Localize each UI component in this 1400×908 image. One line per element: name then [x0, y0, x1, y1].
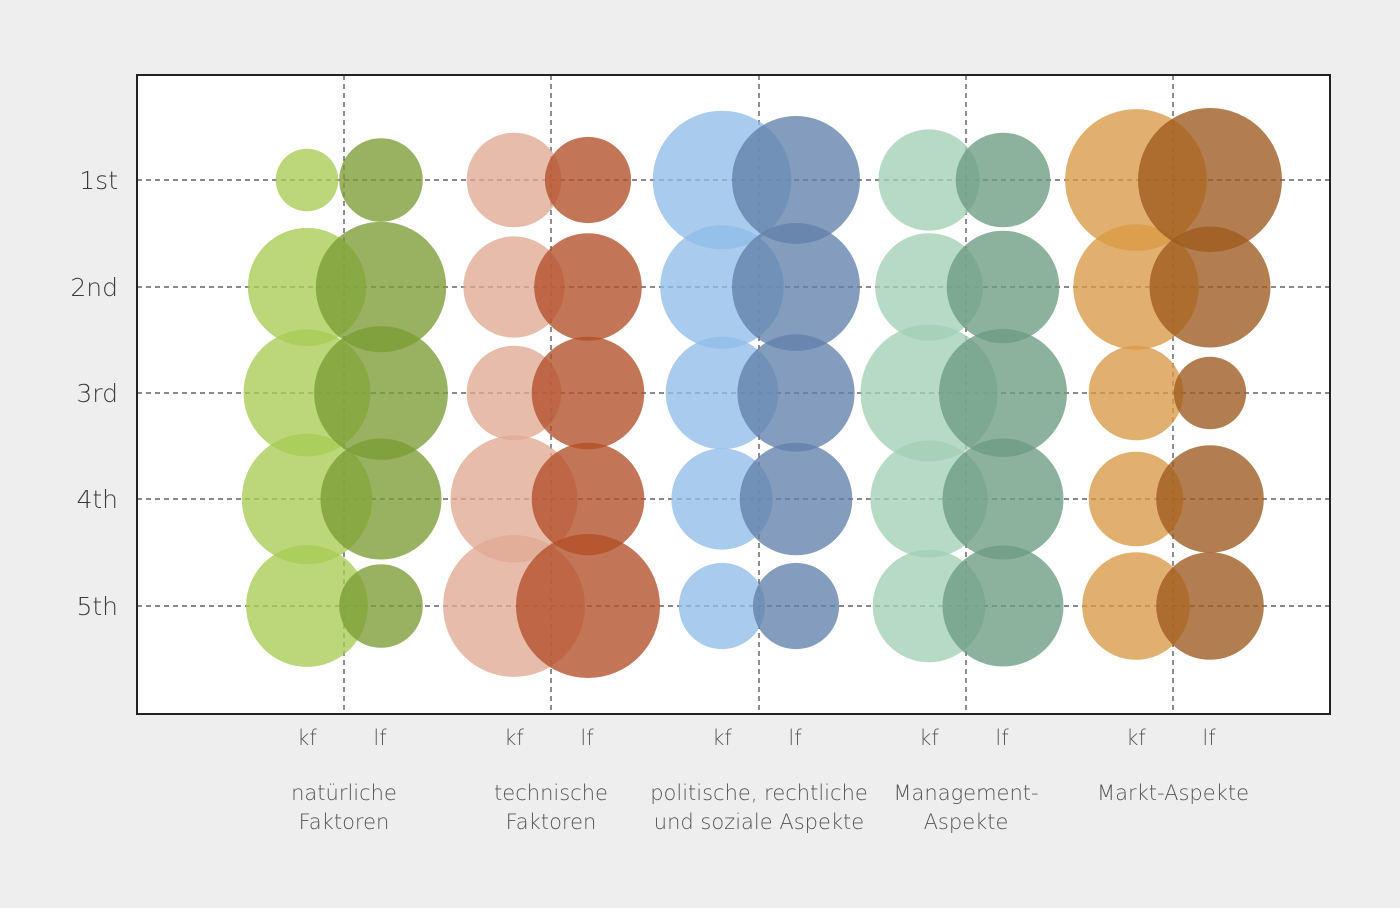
bubble-group3-lf-1st [732, 116, 860, 244]
plot-frame [136, 74, 1331, 715]
bubble-group2-lf-4th [531, 442, 645, 556]
bubble-group4-lf-1st [955, 132, 1051, 228]
group-label-4-line-1: Management- [893, 781, 1038, 805]
rank-label-1st: 1st [79, 166, 118, 195]
bubble-group5-lf-2nd [1149, 226, 1271, 348]
bubble-group3-lf-5th [752, 562, 840, 650]
sub-label-group1-lf: lf [373, 726, 387, 750]
bubble-group5-lf-5th [1156, 552, 1264, 660]
rank-label-3rd: 3rd [76, 379, 118, 408]
bubble-group2-kf-2nd [463, 236, 565, 338]
sub-label-group5-lf: lf [1202, 726, 1216, 750]
group-label-1-line-2: Faktoren [299, 810, 390, 834]
rank-label-4th: 4th [76, 485, 118, 514]
sub-label-group4-kf: kf [919, 726, 939, 750]
group-label-2-line-2: Faktoren [506, 810, 597, 834]
bubble-group2-lf-1st [544, 136, 632, 224]
rank-label-5th: 5th [76, 592, 118, 621]
bubbles [241, 108, 1282, 678]
bubble-group1-lf-3rd [314, 326, 448, 460]
bubble-group1-lf-4th [320, 438, 442, 560]
bubble-group3-kf-5th [678, 562, 766, 650]
labels: 1st 2nd 3rd 4th 5th kf lf natürliche Faktoren kf l… [70, 166, 1249, 834]
bubble-group4-lf-3rd [939, 329, 1067, 457]
group-label-2-line-1: technische [494, 781, 608, 805]
bubble-group5-kf-3rd [1088, 345, 1184, 441]
sub-label-group5-kf: kf [1126, 726, 1146, 750]
sub-label-group3-lf: lf [788, 726, 802, 750]
bubble-group2-lf-2nd [534, 233, 642, 341]
bubble-group3-lf-4th [739, 442, 853, 556]
group-label-5-line-1: Markt-Aspekte [1097, 781, 1249, 805]
bubble-group5-kf-4th [1088, 451, 1184, 547]
bubble-group4-lf-4th [942, 438, 1064, 560]
bubble-group1-kf-5th [246, 545, 368, 667]
sub-label-group3-kf: kf [712, 726, 732, 750]
bubble-group4-lf-2nd [946, 230, 1060, 344]
bubble-group2-kf-1st [466, 132, 562, 228]
group-label-1-line-1: natürliche [291, 781, 397, 805]
bubble-group5-kf-5th [1082, 552, 1190, 660]
bubble-group1-lf-2nd [315, 221, 447, 353]
bubble-group3-lf-2nd [732, 223, 860, 351]
sub-label-group2-lf: lf [580, 726, 594, 750]
group-label-3-line-2: und soziale Aspekte [654, 810, 864, 834]
bubble-group1-kf-1st [275, 148, 339, 212]
bubble-group5-lf-3rd [1173, 356, 1247, 430]
bubble-group1-lf-1st [339, 138, 423, 222]
bubble-group3-lf-3rd [737, 334, 855, 452]
rank-label-2nd: 2nd [70, 273, 118, 302]
bubble-group5-lf-1st [1138, 108, 1282, 252]
bubble-group2-lf-3rd [531, 336, 645, 450]
bubble-group5-lf-4th [1156, 445, 1264, 553]
group-label-4-line-2: Aspekte [924, 810, 1009, 834]
sub-label-group4-lf: lf [995, 726, 1009, 750]
bubble-group4-kf-1st [878, 129, 980, 231]
sub-label-group1-kf: kf [297, 726, 317, 750]
bubble-group2-lf-5th [516, 534, 660, 678]
sub-label-group2-kf: kf [504, 726, 524, 750]
group-label-3-line-1: politische, rechtliche [650, 781, 868, 805]
bubble-group1-lf-5th [339, 564, 423, 648]
bubble-group4-lf-5th [942, 545, 1064, 667]
